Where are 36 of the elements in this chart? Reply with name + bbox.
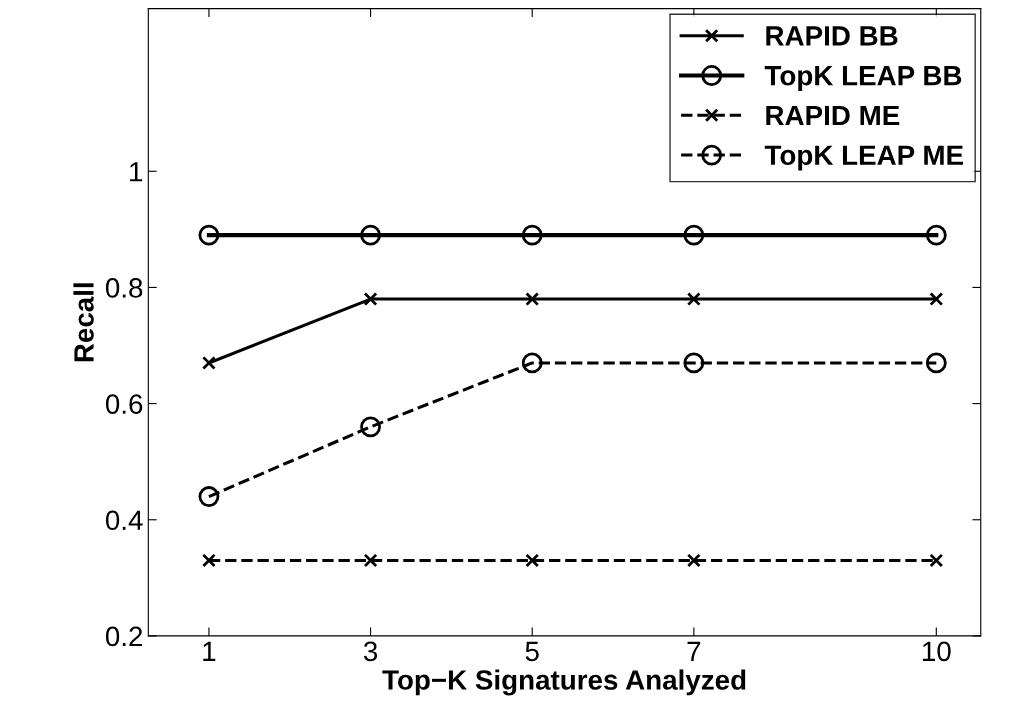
point bbox=[198, 486, 220, 507]
y-tick-label: 0.4 bbox=[105, 510, 143, 531]
point bbox=[521, 352, 543, 374]
legend-label: TopK LEAP BB bbox=[764, 66, 962, 91]
point bbox=[360, 416, 381, 438]
y-tick-label: 0.2 bbox=[105, 626, 143, 647]
y-tick-label: 0.6 bbox=[105, 394, 143, 414]
y-axis-title: Recall bbox=[73, 283, 94, 362]
legend-label: RAPID ME bbox=[766, 105, 900, 126]
point bbox=[201, 553, 216, 568]
legend-label: RAPID BB bbox=[766, 26, 898, 46]
x-tick-label: 5 bbox=[525, 641, 539, 662]
point bbox=[525, 553, 540, 568]
legend-label: TopK LEAP ME bbox=[764, 145, 963, 171]
point bbox=[929, 553, 944, 568]
point bbox=[201, 356, 216, 370]
point bbox=[925, 352, 947, 374]
x-tick-label: 10 bbox=[922, 641, 951, 662]
y-tick-label: 1 bbox=[130, 162, 143, 182]
point bbox=[686, 553, 701, 568]
x-tick-label: 1 bbox=[203, 641, 216, 661]
point bbox=[198, 224, 220, 246]
point bbox=[525, 292, 540, 306]
point bbox=[925, 224, 947, 246]
y-tick-label: 0.8 bbox=[105, 278, 143, 298]
point bbox=[686, 292, 701, 306]
x-tick-label: 7 bbox=[687, 641, 701, 661]
x-tick-label: 3 bbox=[363, 641, 378, 662]
point bbox=[363, 553, 378, 568]
point bbox=[683, 352, 705, 374]
point bbox=[683, 224, 705, 246]
x-axis-title: Top−K Signatures Analyzed bbox=[382, 669, 746, 696]
point bbox=[360, 224, 381, 246]
point bbox=[363, 292, 378, 306]
point bbox=[929, 292, 944, 306]
point bbox=[521, 224, 543, 246]
